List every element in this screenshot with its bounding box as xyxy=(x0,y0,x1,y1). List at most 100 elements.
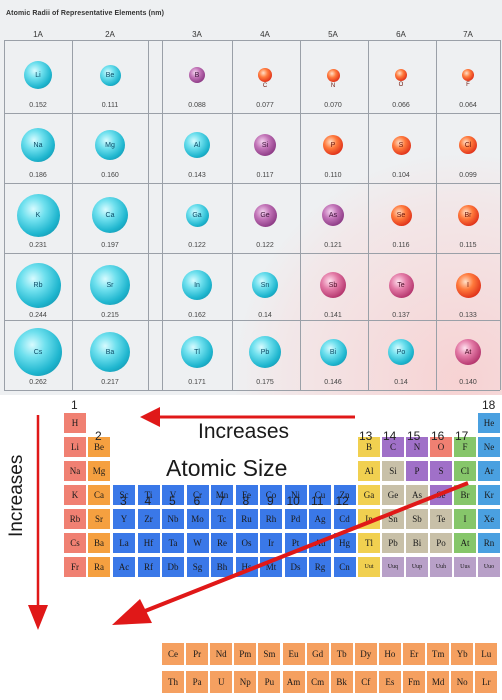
radii-table-title: Atomic Radii of Representative Elements … xyxy=(6,10,165,17)
element-cell-ba: Ba xyxy=(87,532,111,554)
atomic-radius-value: 0.066 xyxy=(392,102,410,109)
atom-symbol: Na xyxy=(33,141,43,149)
atom-symbol: K xyxy=(35,211,41,219)
atomic-radius-value: 0.160 xyxy=(101,172,119,179)
element-cell-pd: Pd xyxy=(283,508,308,530)
element-cell-md: Md xyxy=(426,670,451,694)
group-header-7a: 7A xyxy=(463,30,473,39)
atom-sphere-br: Br xyxy=(457,204,479,226)
element-cell-ag: Ag xyxy=(308,508,332,530)
grid-hline xyxy=(4,113,500,114)
increases-top-label: Increases xyxy=(198,420,290,443)
grid-hline xyxy=(4,253,500,254)
grid-vline xyxy=(300,40,301,390)
element-cell-cd: Cd xyxy=(332,508,357,530)
atom-symbol: P xyxy=(330,141,336,149)
group-header-2a: 2A xyxy=(105,30,115,39)
atom-sphere-in: In xyxy=(182,270,212,300)
element-cell-nb: Nb xyxy=(161,508,185,530)
atom-symbol: B xyxy=(194,71,200,79)
element-cell-sm: Sm xyxy=(257,642,282,666)
atom-sphere-cl: Cl xyxy=(459,136,477,154)
element-cell-cs: Cs xyxy=(63,532,87,554)
atom-symbol: Br xyxy=(464,211,472,219)
element-cell-ho: Ho xyxy=(377,642,402,666)
atom-symbol: Rb xyxy=(33,281,43,289)
element-cell-nd: Nd xyxy=(209,642,234,666)
atom-sphere-pb: Pb xyxy=(249,336,281,368)
element-cell-rn: Rn xyxy=(477,532,501,554)
atom-symbol: F xyxy=(466,82,470,88)
element-cell-be: Be xyxy=(87,436,111,458)
atom-symbol: I xyxy=(467,281,469,289)
element-cell-u: U xyxy=(209,670,234,694)
atom-sphere-at: At xyxy=(455,339,481,365)
element-cell-ar: Ar xyxy=(477,460,501,482)
atom-symbol: C xyxy=(262,83,268,89)
element-cell-li: Li xyxy=(63,436,87,458)
atomic-radius-value: 0.110 xyxy=(324,172,342,179)
element-cell-te: Te xyxy=(429,508,453,530)
element-cell-lr: Lr xyxy=(474,670,499,694)
element-cell-rg: Rg xyxy=(308,556,332,578)
element-cell-lu: Lu xyxy=(474,642,499,666)
group-number-12: 12 xyxy=(335,494,349,508)
grid-vline xyxy=(500,40,501,390)
element-cell-pb: Pb xyxy=(381,532,405,554)
horizontal-arrow-head xyxy=(140,407,160,427)
group-number-15: 15 xyxy=(407,429,421,443)
element-cell-y: Y xyxy=(112,508,136,530)
group-number-7: 7 xyxy=(218,494,225,508)
atom-symbol: Ge xyxy=(260,211,270,219)
atom-symbol: O xyxy=(398,82,404,88)
grid-vline xyxy=(162,40,163,390)
atom-sphere-po: Po xyxy=(388,339,414,365)
atom-symbol: Pb xyxy=(260,348,270,356)
atomic-radius-value: 0.186 xyxy=(29,172,47,179)
element-cell-re: Re xyxy=(210,532,234,554)
element-cell-s: S xyxy=(429,460,453,482)
group-number-9: 9 xyxy=(267,494,274,508)
element-cell-np: Np xyxy=(233,670,258,694)
atom-sphere-k: K xyxy=(16,193,60,237)
atom-sphere-na: Na xyxy=(21,128,55,162)
group-number-8: 8 xyxy=(242,494,250,508)
atom-symbol: Ga xyxy=(192,211,202,219)
element-cell-he: He xyxy=(477,412,501,434)
element-cell-uut: Uut xyxy=(357,556,381,578)
atom-sphere-s: S xyxy=(391,135,411,155)
element-cell-os: Os xyxy=(234,532,259,554)
element-cell-ds: Ds xyxy=(283,556,308,578)
element-cell-dy: Dy xyxy=(353,642,378,666)
element-cell-bh: Bh xyxy=(210,556,234,578)
atom-symbol: Ba xyxy=(105,348,115,356)
element-cell-xe: Xe xyxy=(477,508,501,530)
atom-symbol: Si xyxy=(261,141,269,149)
group-header-4a: 4A xyxy=(260,30,270,39)
element-cell-am: Am xyxy=(281,670,306,694)
atom-sphere-li: Li xyxy=(24,61,52,89)
atom-symbol: Be xyxy=(105,71,115,79)
atom-symbol: Cl xyxy=(464,141,472,149)
trend-arrows xyxy=(28,407,469,630)
group-number-14: 14 xyxy=(383,429,397,443)
atomic-radius-value: 0.143 xyxy=(188,172,206,179)
atomic-radius-value: 0.244 xyxy=(29,312,47,319)
atomic-radius-value: 0.14 xyxy=(394,379,408,386)
atom-symbol: Sb xyxy=(328,281,338,289)
atomic-radius-value: 0.099 xyxy=(459,172,477,179)
atom-symbol: Bi xyxy=(329,348,337,356)
atom-symbol: Li xyxy=(35,71,41,79)
atomic-radius-value: 0.231 xyxy=(29,242,47,249)
atomic-radius-value: 0.117 xyxy=(256,172,274,179)
group-number-10: 10 xyxy=(286,494,300,508)
element-cell-er: Er xyxy=(402,642,426,666)
element-cell-ge: Ge xyxy=(381,484,405,506)
atom-symbol: N xyxy=(330,82,336,89)
element-cell-cn: Cn xyxy=(332,556,357,578)
element-cell-ta: Ta xyxy=(161,532,185,554)
atomic-radius-value: 0.140 xyxy=(459,379,477,386)
grid-vline xyxy=(368,40,369,390)
element-cell-sr: Sr xyxy=(87,508,111,530)
